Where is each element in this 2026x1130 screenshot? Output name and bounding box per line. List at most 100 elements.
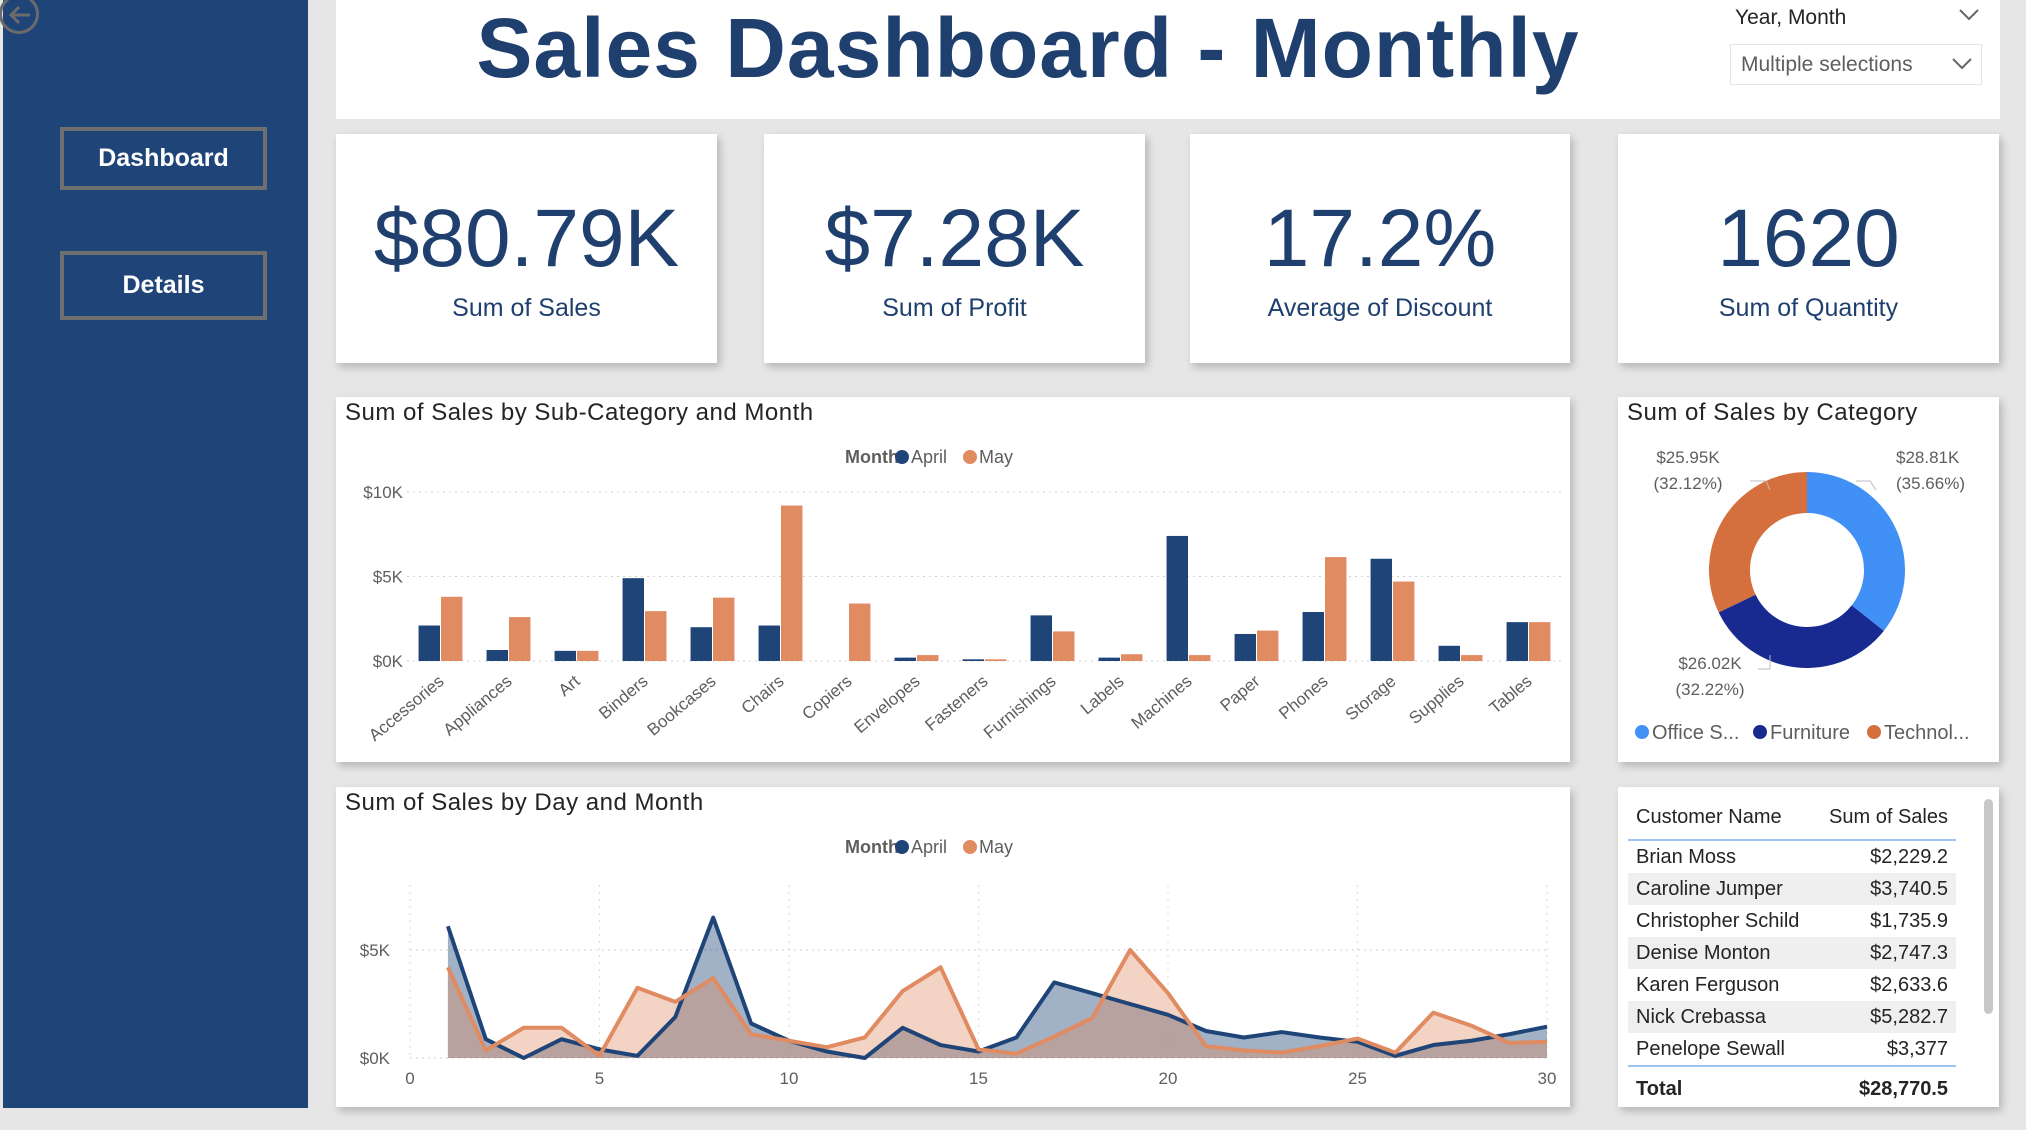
bar-may [1393, 581, 1415, 661]
sales-cell: $2,633.6 [1870, 973, 1948, 996]
table-row[interactable]: Karen Ferguson $2,633.6 [1628, 969, 1956, 1001]
legend-marker [895, 840, 909, 854]
column-header-customer-name[interactable]: Customer Name [1628, 795, 1816, 841]
bar-april [486, 650, 508, 661]
x-tick-label: 5 [595, 1069, 604, 1088]
table-row[interactable]: Brian Moss $2,229.2 [1628, 840, 1956, 873]
total-label: Total [1628, 1065, 1816, 1111]
legend-marker [895, 450, 909, 464]
header-card: Sales Dashboard - Monthly [336, 0, 2000, 119]
table-row[interactable]: Nick Crebassa $5,282.7 [1628, 1001, 1956, 1033]
sales-cell: $3,377 [1886, 1037, 1948, 1060]
donut-chart-card: Sum of Sales by Category $28.81K (35.66%)… [1618, 397, 1999, 762]
kpi-value: 1620 [1717, 193, 1900, 284]
legend-label: Technol... [1884, 722, 1970, 744]
legend-label: Office S... [1652, 722, 1739, 744]
bar-may [1053, 631, 1075, 661]
sidebar: Dashboard Details [0, 0, 308, 1108]
table-row[interactable]: Denise Monton $2,747.3 [1628, 937, 1956, 969]
area-chart: Month April May 0 5 10 15 20 25 30 $0K $5K [360, 837, 1557, 1088]
legend-label: May [979, 837, 1013, 857]
year-month-slicer-dropdown[interactable]: Multiple selections [1730, 44, 1982, 85]
bar-may [645, 611, 667, 661]
bar-may [1325, 557, 1347, 661]
data-label-percent: (35.66%) [1896, 474, 1965, 493]
sales-cell: $2,747.3 [1815, 937, 1956, 969]
slicer-value: Multiple selections [1741, 53, 1913, 76]
x-tick-label: Supplies [1405, 672, 1467, 728]
line-april [446, 915, 1548, 1060]
x-tick-label: 15 [969, 1069, 988, 1088]
table-row[interactable]: Penelope Sewall $3,377 [1628, 1033, 1956, 1066]
x-tick-label: 10 [780, 1069, 799, 1088]
table-row[interactable]: Christopher Schild $1,735.9 [1628, 905, 1956, 937]
customer-name-cell: Christopher Schild [1636, 909, 1800, 932]
bar-april [1030, 615, 1052, 661]
kpi-value: 17.2% [1263, 193, 1497, 284]
bar-april [1506, 622, 1528, 661]
x-tick-label: 0 [405, 1069, 414, 1088]
bar-may [1121, 654, 1143, 661]
area-may [447, 950, 1547, 1058]
column-header-sum-of-sales[interactable]: Sum of Sales [1815, 795, 1956, 841]
donut-slice [1807, 472, 1905, 631]
table-row[interactable]: Caroline Jumper $3,740.5 [1628, 873, 1956, 905]
sales-cell: $1,735.9 [1870, 909, 1948, 932]
bar-april [418, 625, 440, 661]
x-tick-label: Bookcases [644, 672, 720, 740]
details-button[interactable]: Details [60, 251, 267, 320]
slicer-label: Year, Month [1735, 6, 1847, 29]
chevron-down-icon[interactable] [1958, 8, 1980, 22]
customer-name-cell: Brian Moss [1636, 845, 1737, 868]
x-tick-label: Appliances [440, 672, 516, 740]
chart-title: Sum of Sales by Category [1627, 399, 1918, 426]
bar-april [554, 650, 576, 661]
sales-cell: $3,740.5 [1815, 873, 1956, 905]
bar-chart-card: Sum of Sales by Sub-Category and Month M… [336, 397, 1570, 762]
legend-marker [963, 840, 977, 854]
x-tick-label: Storage [1342, 672, 1400, 725]
bar-may [849, 603, 871, 661]
chevron-down-icon [1952, 58, 1972, 70]
customer-name-cell: Caroline Jumper [1628, 873, 1816, 905]
bar-may [1189, 655, 1211, 661]
x-tick-label: Paper [1217, 671, 1264, 715]
total-value: $28,770.5 [1815, 1065, 1956, 1111]
kpi-label: Sum of Quantity [1718, 294, 1899, 322]
legend-label: May [979, 447, 1013, 467]
bar-may [1461, 655, 1483, 661]
x-tick-label: Tables [1486, 672, 1536, 718]
chart-title: Sum of Sales by Sub-Category and Month [345, 399, 814, 426]
kpi-card-sales: $80.79K Sum of Sales [336, 134, 717, 363]
kpi-label: Sum of Profit [882, 294, 1027, 322]
kpi-card-discount: 17.2% Average of Discount [1190, 134, 1570, 363]
bar-may [917, 655, 939, 661]
x-tick-label: 20 [1159, 1069, 1178, 1088]
bar-april [1098, 657, 1120, 661]
x-tick-label: Machines [1128, 672, 1196, 733]
x-tick-label: Binders [595, 672, 651, 724]
legend-title: Month [845, 837, 899, 857]
dashboard-button[interactable]: Dashboard [60, 127, 267, 190]
legend-marker [1635, 725, 1649, 739]
data-label-value: $28.81K [1896, 448, 1960, 467]
leader-line [1758, 655, 1771, 670]
donut-slice [1718, 594, 1884, 668]
x-tick-label: 25 [1348, 1069, 1367, 1088]
bar-may [781, 505, 803, 661]
x-tick-label: Phones [1275, 672, 1331, 724]
table-scrollbar[interactable] [1984, 799, 1993, 1014]
chart-title: Sum of Sales by Day and Month [345, 789, 704, 816]
bar-may [1257, 630, 1279, 661]
y-tick-label: $10K [363, 483, 403, 502]
back-button[interactable] [0, 0, 39, 34]
bar-may [1529, 622, 1551, 661]
kpi-card-profit: $7.28K Sum of Profit [764, 134, 1145, 363]
table-total-row: Total $28,770.5 [1628, 1065, 1956, 1111]
legend-label: April [911, 447, 947, 467]
bar-april [622, 578, 644, 661]
bar-chart: Month April May $0K $5K $10K AccessoriesApplia… [363, 447, 1563, 745]
bar-may [441, 596, 463, 661]
data-label-value: $26.02K [1678, 654, 1742, 673]
x-tick-label: Furnishings [980, 672, 1060, 743]
